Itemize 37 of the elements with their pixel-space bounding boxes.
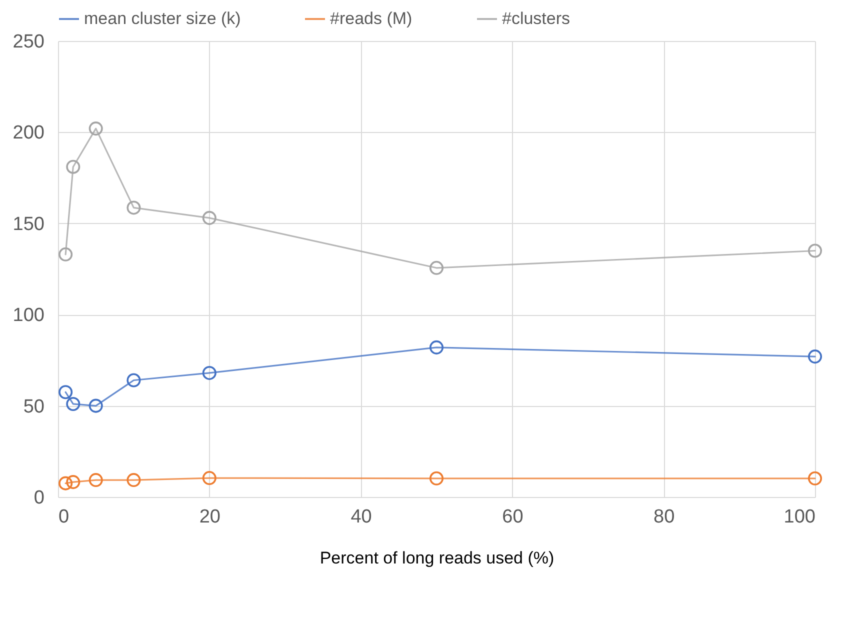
point xyxy=(88,398,103,413)
x-tick-label: 60 xyxy=(502,506,524,528)
legend-label: #reads (M) xyxy=(330,9,412,28)
point xyxy=(202,471,216,486)
point xyxy=(88,473,103,488)
x-tick-label: 0 xyxy=(58,506,70,528)
point xyxy=(66,475,80,490)
point xyxy=(126,200,141,215)
point xyxy=(202,366,216,380)
point xyxy=(58,476,73,490)
point xyxy=(66,160,80,174)
point xyxy=(126,473,141,488)
y-tick-label: 150 xyxy=(12,214,44,235)
legend-label: mean cluster size (k) xyxy=(84,9,241,28)
point xyxy=(808,244,822,258)
point xyxy=(126,373,141,388)
x-tick-label: 100 xyxy=(784,506,816,528)
y-tick-label: 0 xyxy=(34,488,44,508)
point xyxy=(66,396,80,411)
point xyxy=(88,122,103,136)
y-tick-label: 50 xyxy=(23,396,44,418)
y-tick-label: 100 xyxy=(12,305,44,326)
point xyxy=(58,247,73,262)
point xyxy=(202,210,216,225)
point xyxy=(58,385,73,400)
point xyxy=(808,350,822,364)
x-axis-title: Percent of long reads used (%) xyxy=(320,548,554,568)
x-tick-label: 20 xyxy=(199,506,220,528)
y-tick-label: 250 xyxy=(12,32,44,52)
point xyxy=(429,340,444,354)
y-tick-label: 200 xyxy=(12,122,44,144)
x-tick-label: 40 xyxy=(350,506,372,528)
point xyxy=(429,260,444,275)
x-tick-label: 80 xyxy=(654,506,675,528)
point xyxy=(808,471,822,486)
legend-label: #clusters xyxy=(502,9,570,28)
point xyxy=(429,471,444,486)
